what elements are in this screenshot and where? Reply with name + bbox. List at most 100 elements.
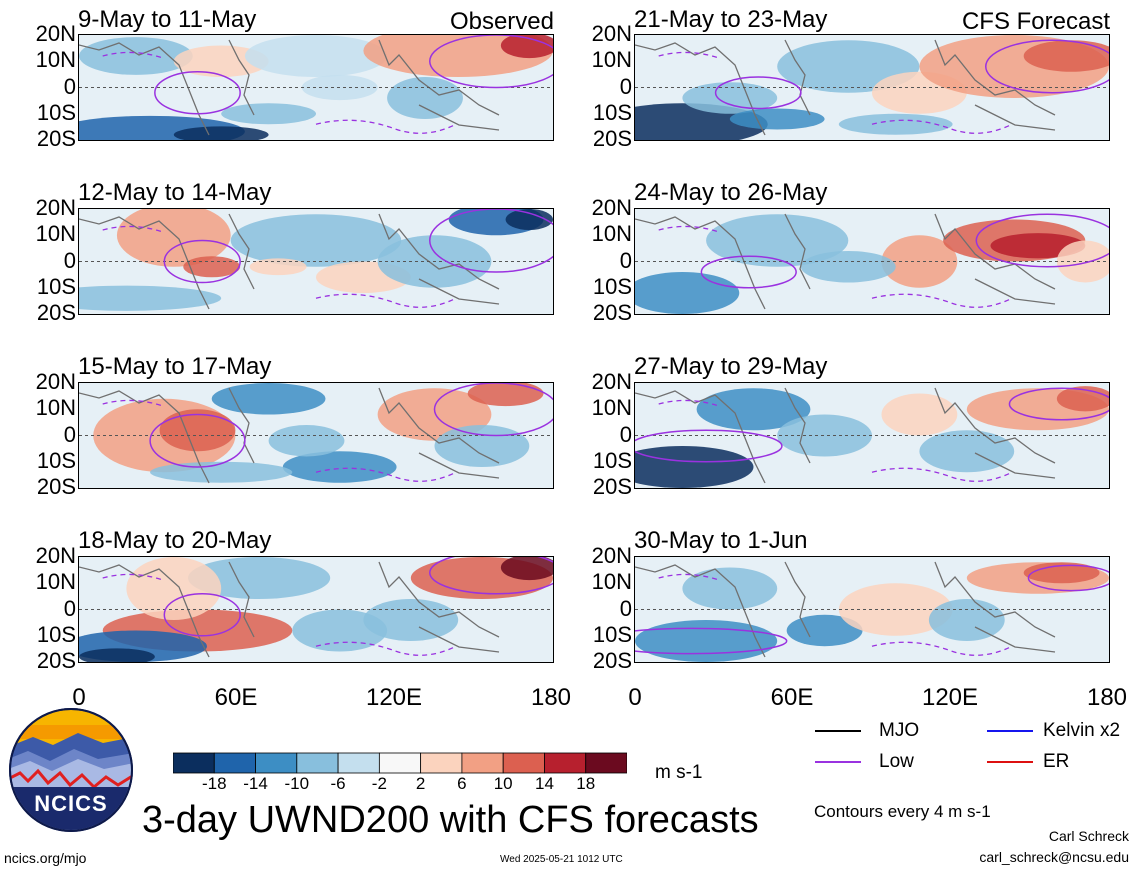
y-tick-label: 20N — [35, 543, 76, 568]
colorbar-label: 18 — [576, 774, 596, 793]
panel-heatmap-8 — [635, 557, 1109, 662]
y-tick-label: 0 — [63, 595, 76, 621]
map-panel-2 — [78, 208, 554, 315]
forecast-label: CFS Forecast — [961, 8, 1110, 35]
y-tick-label: 0 — [63, 73, 76, 99]
coastline — [79, 39, 500, 136]
heatmap-region — [79, 648, 155, 662]
heatmap-region — [928, 599, 1005, 641]
panel-title-5: 21-May to 23-May — [634, 6, 828, 33]
y-tick-label: 10S — [36, 99, 76, 125]
colorbar-swatch — [461, 752, 504, 774]
low-contour-negative — [102, 225, 457, 308]
heatmap-region — [188, 557, 331, 599]
ncics-logo: NCICS — [8, 707, 134, 833]
heatmap-region — [434, 425, 530, 467]
colorbar-swatch — [255, 752, 298, 774]
y-tick-label: 10S — [36, 621, 76, 647]
low-contour — [149, 413, 246, 468]
colorbar-label: -14 — [243, 774, 268, 793]
low-contour-negative — [658, 51, 1013, 134]
panel-heatmap-2 — [79, 209, 553, 314]
y-tick-label: 10S — [36, 273, 76, 299]
y-tick-label: 20N — [35, 21, 76, 46]
ncics-logo-icon — [9, 708, 133, 832]
y-tick-label: 10S — [592, 99, 632, 125]
heatmap-region — [838, 113, 953, 135]
observed-label: Observed — [449, 8, 554, 35]
y-tick-label: 10S — [36, 447, 76, 473]
heatmap-region — [786, 614, 863, 647]
y-tick-label: 0 — [619, 73, 632, 99]
site-url: ncics.org/mjo — [4, 850, 87, 866]
colorbar-label: -2 — [371, 774, 387, 793]
panel-heatmap-5 — [635, 35, 1109, 140]
map-panel-8 — [634, 556, 1110, 663]
panel-heatmap-1 — [79, 35, 553, 140]
heatmap-region — [1056, 240, 1109, 283]
x-tick-120e-right: 120E — [921, 684, 979, 711]
y-tick-label: 20N — [35, 195, 76, 220]
legend-mjo: MJO — [879, 720, 920, 741]
coastline — [79, 213, 500, 310]
heatmap-region — [919, 430, 1015, 473]
colorbar-label: 14 — [534, 774, 554, 793]
heatmap-region — [363, 599, 459, 641]
timestamp: Wed 2025-05-21 1012 UTC — [500, 854, 623, 865]
legend-er: ER — [1043, 751, 1070, 772]
low-contour-negative — [102, 573, 457, 656]
y-tick-label: 20N — [591, 195, 632, 220]
heatmap-region — [116, 209, 231, 267]
colorbar-swatch — [420, 752, 463, 774]
colorbar-swatch — [544, 752, 587, 774]
y-tick-label: 0 — [619, 595, 632, 621]
heatmap-region — [800, 251, 896, 283]
y-tick-label: 20S — [36, 474, 76, 499]
y-tick-label: 10S — [592, 447, 632, 473]
y-tick-label: 0 — [63, 247, 76, 273]
heatmap-region — [682, 567, 778, 610]
colorbar-swatch — [502, 752, 545, 774]
legend-kelvin: Kelvin x2 — [1043, 720, 1121, 741]
x-tick-60e-right: 60E — [770, 684, 814, 711]
heatmap-region — [211, 383, 326, 415]
y-tick-label: 10N — [35, 395, 76, 421]
colorbar — [172, 752, 628, 779]
heatmap-region — [635, 446, 754, 488]
y-tick-label: 20S — [592, 300, 632, 325]
heatmap-region — [505, 209, 553, 230]
low-contour — [700, 255, 797, 289]
panel-title-4: 18-May to 20-May — [78, 527, 272, 554]
y-tick-label: 0 — [619, 247, 632, 273]
colorbar-swatch — [213, 752, 256, 774]
colorbar-label: 10 — [493, 774, 513, 793]
panel-title-3: 15-May to 17-May — [78, 353, 272, 380]
y-tick-label: 10N — [591, 569, 632, 595]
y-tick-label: 10N — [591, 47, 632, 73]
heatmap-region — [881, 393, 958, 436]
legend-low: Low — [879, 751, 914, 772]
colorbar-label: 2 — [415, 774, 426, 793]
heatmap-region — [79, 285, 222, 311]
y-tick-label: 10N — [591, 221, 632, 247]
heatmap-region — [150, 461, 293, 483]
low-contour-negative — [102, 399, 457, 482]
low-contour — [163, 239, 241, 284]
coastline — [79, 387, 500, 484]
x-tick-180-right: 180 — [1086, 684, 1128, 711]
y-tick-label: 20S — [36, 300, 76, 325]
heatmap-region — [635, 620, 778, 662]
low-contour — [635, 429, 783, 463]
colorbar-swatch — [378, 752, 422, 774]
map-panel-1 — [78, 34, 554, 141]
panel-heatmap-6 — [635, 209, 1109, 314]
heatmap-region — [500, 557, 553, 581]
author-name: Carl Schreck — [1048, 828, 1129, 844]
y-tick-label: 10N — [35, 569, 76, 595]
map-panel-7 — [634, 382, 1110, 489]
heatmap-region — [126, 557, 222, 620]
panel-title-2: 12-May to 14-May — [78, 179, 272, 206]
map-panel-6 — [634, 208, 1110, 315]
low-contour-negative — [658, 573, 1013, 656]
low-contour-negative — [658, 225, 1013, 308]
